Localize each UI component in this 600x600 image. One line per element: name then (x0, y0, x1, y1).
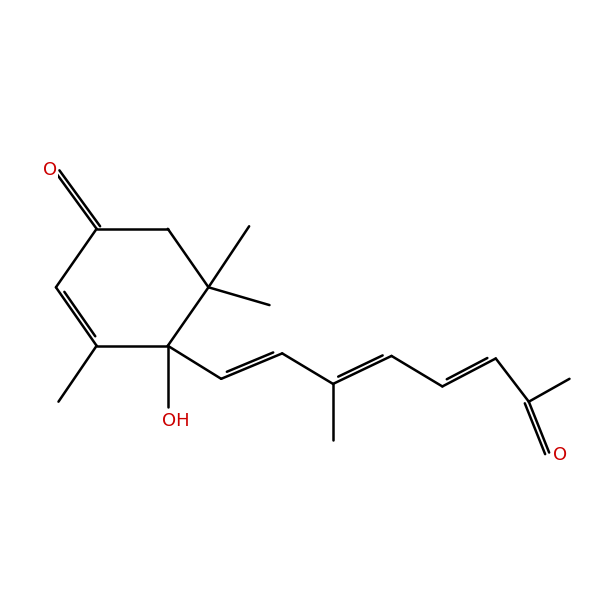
Text: O: O (43, 161, 57, 179)
Text: OH: OH (161, 412, 189, 430)
Text: O: O (553, 446, 568, 464)
